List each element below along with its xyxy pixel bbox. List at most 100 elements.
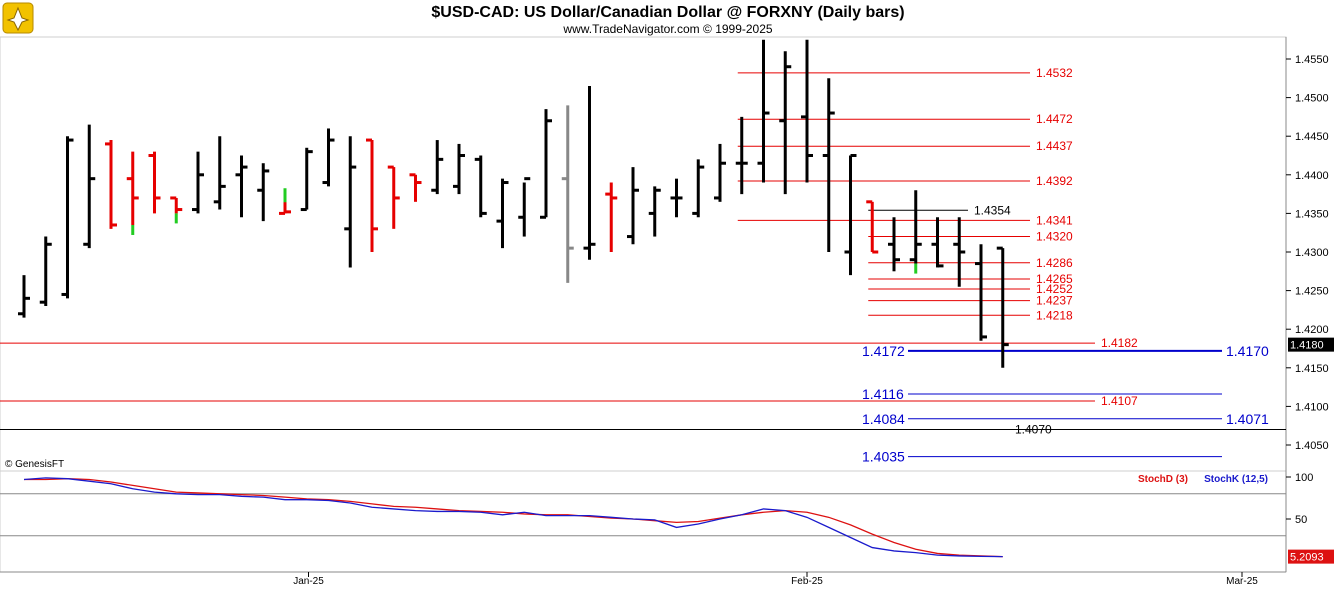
price-bar xyxy=(300,147,313,212)
price-bar xyxy=(583,86,596,260)
price-bar xyxy=(822,78,835,252)
price-bar xyxy=(648,186,661,237)
date-tick-label: Feb-25 xyxy=(791,576,823,587)
copyright-label: © GenesisFT xyxy=(5,459,64,470)
price-bar xyxy=(105,140,117,229)
price-bar xyxy=(83,124,96,249)
blue-level-right-label: 1.4071 xyxy=(1226,411,1269,427)
price-bar xyxy=(518,177,531,237)
price-bar xyxy=(692,159,705,218)
chart-subtitle: www.TradeNavigator.com © 1999-2025 xyxy=(562,22,772,36)
blue-level-label: 1.4084 xyxy=(862,411,905,427)
price-tick-label: 1.4200 xyxy=(1295,324,1329,336)
price-bar xyxy=(322,128,335,187)
level-label: 1.4070 xyxy=(1015,423,1052,437)
price-bar xyxy=(126,151,139,235)
price-tick-label: 1.4250 xyxy=(1295,286,1329,298)
stoch-series-line xyxy=(23,477,1003,558)
price-bar xyxy=(213,136,226,210)
logo-icon xyxy=(2,2,34,34)
price-bars xyxy=(18,39,1009,368)
price-bar xyxy=(909,190,922,274)
price-tick-label: 1.4050 xyxy=(1295,440,1329,452)
price-tick-label: 1.4300 xyxy=(1295,247,1329,259)
price-tick-label: 1.4450 xyxy=(1295,131,1329,143)
price-bar xyxy=(192,151,204,214)
price-bar xyxy=(844,154,857,276)
stochastic-lines xyxy=(0,477,1286,558)
price-bar xyxy=(170,196,183,224)
date-tick-label: Mar-25 xyxy=(1226,576,1258,587)
level-label: 1.4392 xyxy=(1036,174,1073,188)
price-bar xyxy=(779,51,792,195)
price-bar xyxy=(757,39,770,183)
price-bar xyxy=(866,200,879,254)
price-bar xyxy=(39,236,52,307)
level-label: 1.4182 xyxy=(1101,336,1138,350)
stoch-tick-label: 50 xyxy=(1295,514,1307,526)
last-price-label: 1.4180 xyxy=(1290,340,1324,352)
stoch-last-box xyxy=(1288,549,1334,564)
price-tick-label: 1.4400 xyxy=(1295,170,1329,182)
level-label: 1.4252 xyxy=(1036,282,1073,296)
price-tick-label: 1.4100 xyxy=(1295,401,1329,413)
price-bar xyxy=(801,39,813,183)
price-bar xyxy=(344,136,357,268)
price-bar xyxy=(996,246,1009,368)
price-tick-label: 1.4500 xyxy=(1295,93,1329,105)
legend-stochd: StochD (3) xyxy=(1138,474,1188,485)
price-bar xyxy=(888,217,900,272)
price-bar xyxy=(670,178,683,218)
price-tick-label: 1.4150 xyxy=(1295,363,1329,375)
price-bar xyxy=(18,275,30,318)
price-bar xyxy=(953,217,966,287)
price-bar xyxy=(279,188,291,215)
legend-stochk: StochK (12,5) xyxy=(1204,474,1268,485)
level-label: 1.4437 xyxy=(1036,139,1073,153)
blue-level-right-label: 1.4170 xyxy=(1226,343,1269,359)
price-tick-label: 1.4350 xyxy=(1295,208,1329,220)
price-bar xyxy=(453,143,465,195)
last-price-box xyxy=(1288,337,1334,352)
price-bar xyxy=(409,173,422,202)
date-tick-label: Jan-25 xyxy=(293,576,324,587)
price-bar xyxy=(561,105,574,283)
level-label: 1.4107 xyxy=(1101,394,1138,408)
price-bar xyxy=(975,244,987,341)
blue-level-label: 1.4035 xyxy=(862,449,905,465)
chart-title: $USD-CAD: US Dollar/Canadian Dollar @ FO… xyxy=(431,4,904,21)
level-label: 1.4341 xyxy=(1036,213,1073,227)
stochastic-axis: 100 50 5.2093 xyxy=(1286,472,1334,564)
date-axis: Jan-25 Feb-25 Mar-25 xyxy=(293,572,1258,587)
level-label: 1.4286 xyxy=(1036,256,1073,270)
price-bar xyxy=(387,165,400,229)
price-bar xyxy=(605,182,618,252)
price-bar xyxy=(627,167,639,245)
price-bar xyxy=(61,136,74,299)
price-bar xyxy=(735,116,748,195)
price-bar xyxy=(366,138,378,252)
stoch-last-label: 5.2093 xyxy=(1290,552,1324,564)
price-axis: 1.4550 1.4500 1.4450 1.4400 1.4350 1.4300 1.42… xyxy=(1286,54,1334,452)
stoch-tick-label: 100 xyxy=(1295,472,1313,484)
price-bar xyxy=(257,163,270,222)
price-bar xyxy=(540,109,552,219)
blue-level-label: 1.4116 xyxy=(862,386,904,402)
level-label: 1.4354 xyxy=(974,203,1011,217)
price-bar xyxy=(496,178,509,249)
price-bar xyxy=(235,155,248,218)
level-label: 1.4472 xyxy=(1036,112,1073,126)
price-bar xyxy=(714,143,726,202)
level-label: 1.4532 xyxy=(1036,66,1073,80)
level-label: 1.4237 xyxy=(1036,294,1073,308)
price-bar xyxy=(148,151,161,214)
price-bar xyxy=(474,155,487,218)
level-label: 1.4218 xyxy=(1036,308,1073,322)
price-bar xyxy=(931,217,944,268)
blue-level-label: 1.4172 xyxy=(862,343,905,359)
level-label: 1.4265 xyxy=(1036,272,1073,286)
price-tick-label: 1.4550 xyxy=(1295,54,1329,66)
price-bar xyxy=(431,140,444,195)
level-label: 1.4320 xyxy=(1036,230,1073,244)
